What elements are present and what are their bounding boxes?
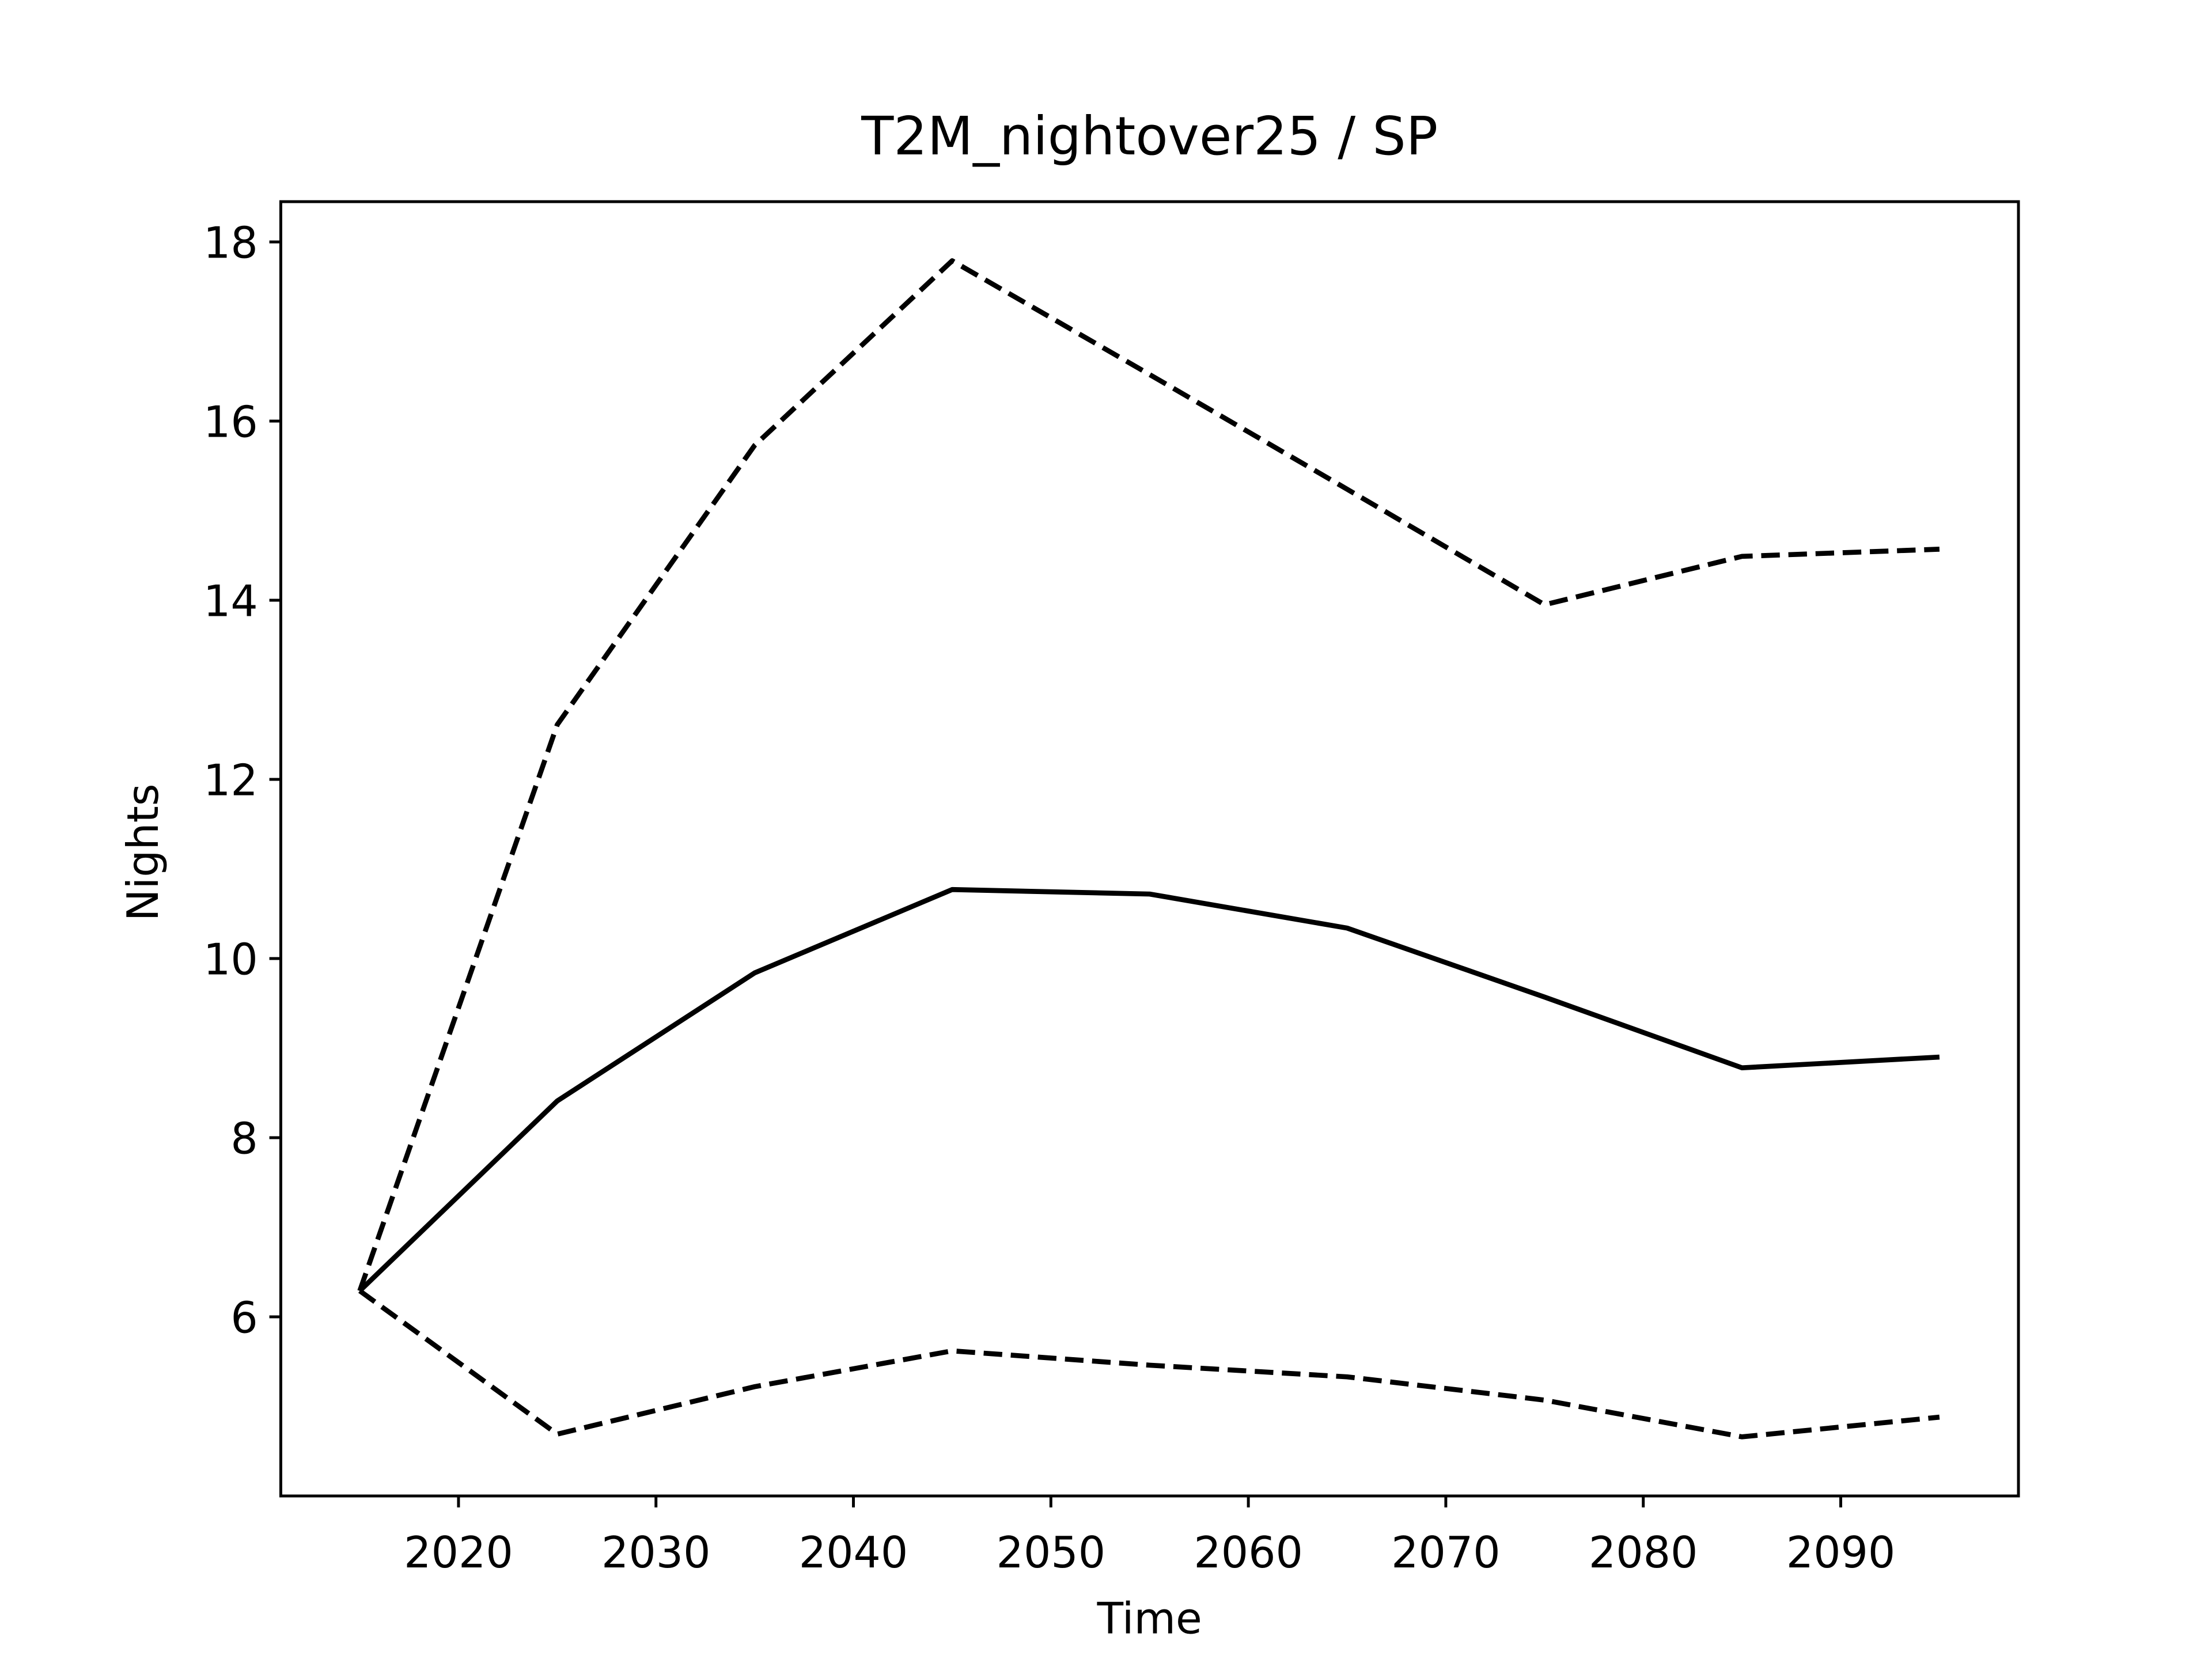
y-tick-label: 18 <box>203 218 258 268</box>
y-tick-label: 16 <box>203 397 258 447</box>
x-tick-label: 2080 <box>1589 1528 1698 1578</box>
x-axis-label: Time <box>1097 1593 1202 1643</box>
y-tick-label: 12 <box>203 755 258 805</box>
line-series <box>357 258 1940 1292</box>
x-tick-label: 2030 <box>601 1528 711 1578</box>
x-tick-label: 2040 <box>799 1528 908 1578</box>
x-tick-label: 2060 <box>1194 1528 1303 1578</box>
y-tick-label: 10 <box>203 934 258 984</box>
y-axis-label: Nights <box>118 783 168 921</box>
x-tick-label: 2050 <box>997 1528 1106 1578</box>
y-tick-label: 14 <box>203 576 258 626</box>
x-tick-label: 2090 <box>1786 1528 1896 1578</box>
x-tick-label: 2070 <box>1391 1528 1501 1578</box>
line-series <box>358 1289 1940 1440</box>
line-series <box>358 887 1940 1293</box>
plot-frame <box>279 200 2020 1498</box>
y-tick-label: 6 <box>230 1293 257 1343</box>
x-tick-label: 2020 <box>404 1528 513 1578</box>
chart-title: T2M_nightover25 / SP <box>861 105 1438 167</box>
y-tick-label: 8 <box>230 1113 257 1164</box>
